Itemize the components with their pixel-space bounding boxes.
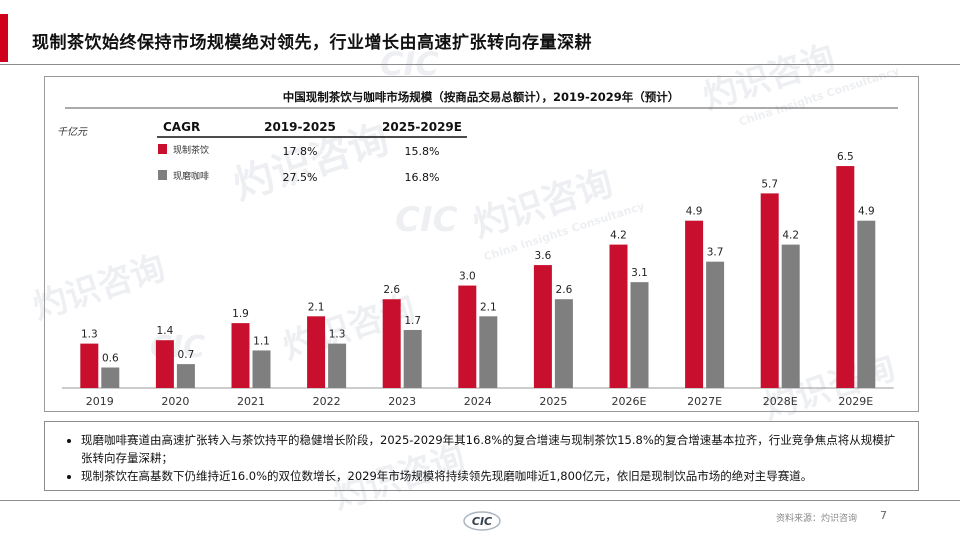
data-label: 3.6 [535,250,552,262]
tea-bar [80,343,99,388]
data-label: 1.1 [253,335,270,347]
data-label: 3.1 [631,267,648,279]
cagr-header: CAGR [163,120,200,134]
page-number: 7 [880,509,887,522]
data-label: 1.3 [329,329,346,341]
coffee-bar [554,299,573,388]
data-label: 1.7 [404,315,421,327]
source-note: 资料来源：灼识咨询 [776,514,858,524]
tea-bar [760,193,779,388]
tea-bar [836,166,855,388]
tea-bar [533,265,552,388]
data-label: 3.0 [459,271,476,283]
data-label: 5.7 [761,178,778,190]
legend-label: 现制茶饮 [173,144,209,156]
coffee-bar [479,316,498,388]
data-label: 4.9 [858,206,875,218]
data-label: 2.1 [480,301,497,313]
data-label: 4.2 [782,230,799,242]
note-item: 现制茶饮在高基数下仍维持近16.0%的双位数增长，2029年市场规模将持续领先现… [81,467,904,485]
coffee-bar [176,364,195,388]
x-tick-label: 2024 [464,395,492,408]
x-tick-label: 2019 [86,395,114,408]
footer-divider [0,500,960,501]
data-label: 1.9 [232,308,249,320]
legend-label: 现磨咖啡 [173,170,209,182]
x-tick-label: 2027E [687,395,722,408]
tea-bar [458,285,477,388]
tea-bar [382,299,401,388]
note-item: 现磨咖啡赛道由高速扩张转入与茶饮持平的稳健增长阶段，2025-2029年其16.… [81,431,904,467]
data-label: 2.6 [556,284,573,296]
x-tick-label: 2021 [237,395,265,408]
data-label: 1.4 [157,325,174,337]
bar-chart: 中国现制茶饮与咖啡市场规模（按商品交易总额计），2019-2029年（预计） 千亿… [57,90,898,408]
x-tick-label: 2020 [161,395,189,408]
tea-bar [609,244,628,388]
coffee-bar [328,343,347,388]
coffee-bar [706,261,725,388]
data-label: 4.2 [610,230,627,242]
data-label: 0.6 [102,353,119,365]
cagr-value: 17.8% [283,145,318,158]
tea-bar [155,340,174,388]
cagr-value: 16.8% [405,171,440,184]
data-label: 3.7 [707,247,724,259]
x-tick-label: 2028E [763,395,798,408]
cagr-value: 15.8% [405,145,440,158]
legend-swatch [158,144,167,154]
coffee-bar [101,367,120,388]
data-label: 2.1 [308,301,325,313]
x-tick-label: 2023 [388,395,416,408]
data-label: 0.7 [178,349,195,361]
coffee-bar [252,350,271,388]
svg-text:CIC: CIC [472,515,492,528]
chart-frame: 中国现制茶饮与咖啡市场规模（按商品交易总额计），2019-2029年（预计） 千亿… [44,76,919,412]
data-label: 6.5 [837,151,854,163]
page-title: 现制茶饮始终保持市场规模绝对领先，行业增长由高速扩张转向存量深耕 [32,33,592,53]
x-tick-label: 2025 [539,395,567,408]
data-label: 2.6 [383,284,400,296]
coffee-bar [630,282,649,388]
notes-list: 现磨咖啡赛道由高速扩张转入与茶饮持平的稳健增长阶段，2025-2029年其16.… [67,431,904,485]
data-label: 4.9 [686,206,703,218]
cagr-header: 2019-2025 [264,120,336,134]
x-tick-label: 2026E [612,395,647,408]
x-tick-label: 2029E [838,395,873,408]
coffee-bar [403,329,422,388]
coffee-bar [781,244,800,388]
coffee-bar [857,220,876,388]
data-label: 1.3 [81,329,98,341]
tea-bar [307,316,326,388]
notes-box: 现磨咖啡赛道由高速扩张转入与茶饮持平的稳健增长阶段，2025-2029年其16.… [44,421,919,491]
accent-bar [0,14,8,62]
cagr-header: 2025-2029E [382,120,462,134]
title-divider [0,64,960,65]
tea-bar [231,323,250,388]
chart-title: 中国现制茶饮与咖啡市场规模（按商品交易总额计），2019-2029年（预计） [283,90,680,104]
tea-bar [685,220,704,388]
x-tick-label: 2022 [313,395,341,408]
unit-label: 千亿元 [57,126,88,138]
cic-logo: CIC [463,511,501,531]
legend-swatch [158,170,167,180]
cagr-value: 27.5% [283,171,318,184]
